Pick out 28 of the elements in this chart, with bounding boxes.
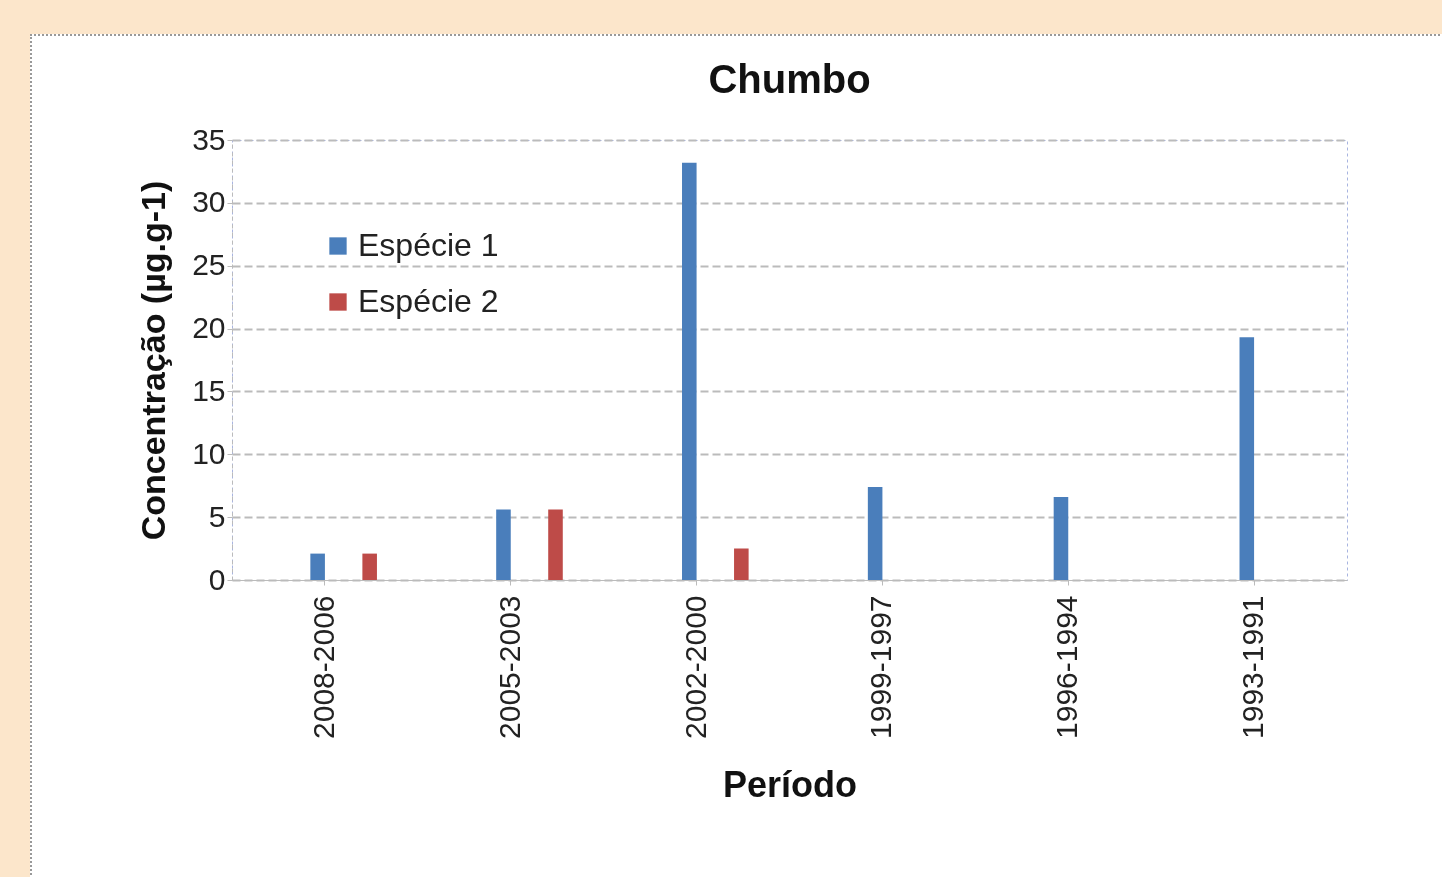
bar	[548, 509, 563, 580]
y-tick-label: 15	[192, 373, 226, 407]
x-tick-label: 1993-1991	[1236, 595, 1270, 739]
x-tick-label: 2008-2006	[306, 595, 340, 739]
y-tick-label: 30	[192, 185, 226, 219]
y-tick-label: 0	[208, 562, 226, 596]
x-tick-label: 2005-2003	[492, 595, 526, 739]
x-tick-label: 1996-1994	[1050, 595, 1084, 739]
y-tick-label: 5	[208, 499, 226, 533]
legend-label: Espécie 2	[358, 283, 499, 319]
bar	[1239, 337, 1255, 580]
y-tick-label: 10	[192, 436, 226, 470]
x-tick-label: 2002-2000	[678, 595, 712, 739]
x-axis-title: Período	[722, 763, 858, 805]
bar	[1053, 497, 1069, 580]
bar	[682, 162, 697, 580]
bar	[734, 548, 749, 580]
chart-title: Chumbo	[708, 57, 871, 101]
bar	[496, 509, 511, 580]
x-tick-label: 1999-1997	[864, 595, 898, 739]
y-tick-label: 25	[192, 248, 226, 282]
bar	[310, 553, 325, 580]
bar	[867, 486, 883, 580]
legend-label: Espécie 1	[358, 227, 499, 263]
bar	[362, 553, 377, 580]
y-tick-label: 35	[192, 122, 226, 156]
y-tick-label: 20	[192, 311, 226, 345]
y-axis-title: Concentração (µg.g-1)	[134, 180, 173, 541]
